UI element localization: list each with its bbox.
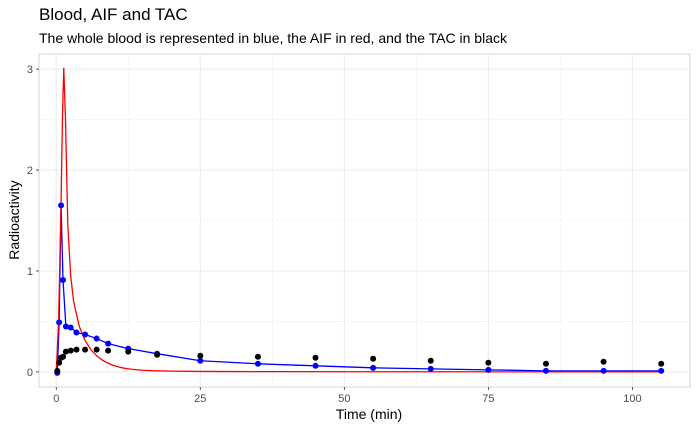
blood-data-point — [82, 331, 89, 338]
tac-data-point — [93, 346, 100, 353]
blood-data-point — [56, 319, 63, 326]
tac-data-point — [73, 346, 80, 353]
x-axis-label: Time (min) — [0, 406, 700, 422]
tac-data-point — [105, 347, 112, 354]
x-tick-label: 50 — [338, 393, 350, 405]
x-tick-label: 100 — [623, 393, 641, 405]
tac-data-point — [370, 355, 377, 362]
chart-marks — [54, 67, 665, 376]
blood-data-point — [542, 367, 549, 374]
tac-data-point — [485, 359, 492, 366]
y-tick-label: 2 — [27, 165, 33, 177]
chart-subtitle: The whole blood is represented in blue, … — [39, 30, 507, 46]
tac-data-point — [254, 353, 261, 360]
tac-data-point — [658, 360, 665, 367]
tac-data-point — [125, 348, 132, 355]
blood-data-point — [427, 365, 434, 372]
x-tick-label: 25 — [194, 393, 206, 405]
blood-data-point — [254, 360, 261, 367]
blood-data-point — [312, 362, 319, 369]
y-tick-label: 0 — [27, 367, 33, 379]
tac-data-point — [427, 357, 434, 364]
tac-data-point — [312, 354, 319, 361]
tac-data-point — [67, 347, 74, 354]
axis-ticks: 0 25 50 75 100 0 1 2 3 — [27, 64, 642, 405]
x-tick-label: 0 — [53, 393, 59, 405]
x-tick-label: 75 — [482, 393, 494, 405]
blood-data-point — [370, 364, 377, 371]
tac-data-point — [600, 358, 607, 365]
y-tick-label: 3 — [27, 64, 33, 76]
tac-data-point — [197, 352, 204, 359]
aif-series-line — [55, 67, 662, 373]
blood-data-point — [105, 340, 112, 347]
y-tick-label: 1 — [27, 266, 33, 278]
blood-data-point — [658, 367, 665, 374]
blood-data-point — [485, 366, 492, 373]
tac-data-point — [54, 367, 61, 374]
tac-data-point — [56, 359, 63, 366]
tac-data-point — [542, 360, 549, 367]
blood-data-point — [93, 335, 100, 342]
x-axis-label-text: Time (min) — [335, 406, 403, 422]
tac-data-point — [154, 351, 161, 358]
tac-data-point — [62, 348, 69, 355]
chart-title: Blood, AIF and TAC — [39, 5, 188, 24]
tac-data-point — [82, 346, 89, 353]
blood-data-point — [197, 357, 204, 364]
blood-data-point — [73, 329, 80, 336]
blood-data-point — [600, 367, 607, 374]
blood-data-point — [60, 277, 67, 284]
blood-data-point — [58, 202, 65, 209]
blood-data-point — [62, 323, 69, 330]
tac-data-point — [60, 353, 67, 360]
blood-data-point — [67, 324, 74, 331]
